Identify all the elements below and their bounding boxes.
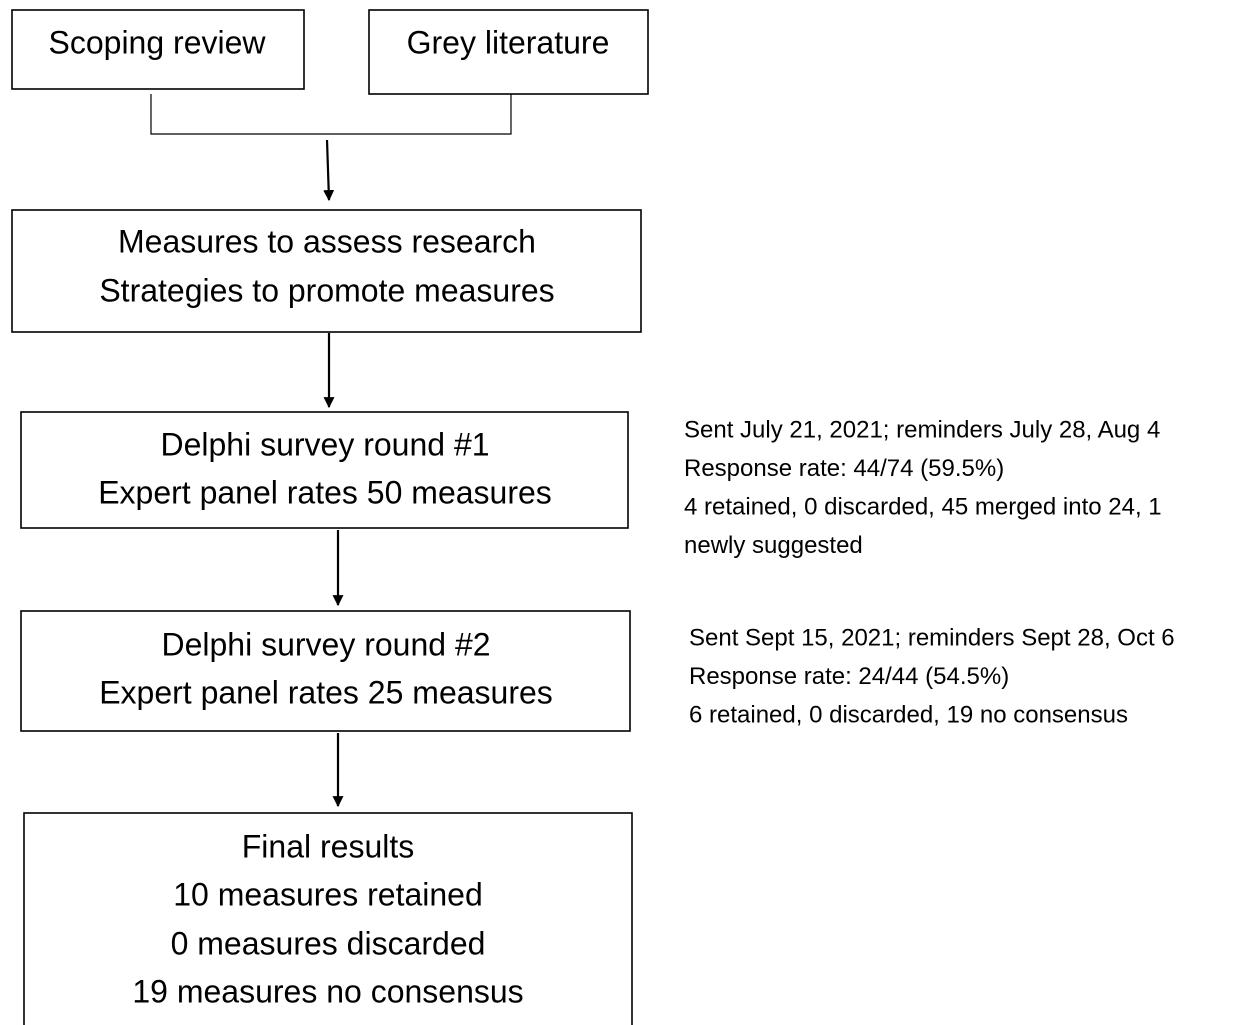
note-line: Sent Sept 15, 2021; reminders Sept 28, O… [689, 624, 1175, 651]
node-label: Delphi survey round #2 [161, 626, 490, 662]
connector [150, 94, 512, 135]
node-label: Scoping review [49, 24, 267, 60]
node-label: Expert panel rates 25 measures [99, 674, 553, 710]
box [20, 411, 629, 529]
node-label: Measures to assess research [118, 223, 536, 259]
node-label: 10 measures retained [173, 876, 483, 912]
note-line: newly suggested [684, 532, 863, 559]
node-label: Delphi survey round #1 [160, 426, 489, 462]
note-line: 6 retained, 0 discarded, 19 no consensus [689, 701, 1128, 728]
box [20, 610, 631, 732]
note-line: Response rate: 44/74 (59.5%) [684, 455, 1004, 482]
box [11, 209, 642, 333]
node-label: 19 measures no consensus [132, 973, 523, 1009]
node-label: Grey literature [407, 24, 610, 60]
note-line: Response rate: 24/44 (54.5%) [689, 663, 1009, 690]
node-label: Strategies to promote measures [99, 272, 554, 308]
texts: Scoping review Grey literature Measures to… [49, 24, 1175, 1009]
box [11, 9, 305, 90]
node-label: 0 measures discarded [171, 925, 486, 961]
node-label: Final results [242, 828, 415, 864]
box [23, 812, 633, 1025]
note-line: 4 retained, 0 discarded, 45 merged into … [684, 493, 1162, 520]
box [368, 9, 649, 95]
arrow [323, 139, 335, 202]
note-line: Sent July 21, 2021; reminders July 28, A… [684, 416, 1160, 443]
node-label: Expert panel rates 50 measures [98, 474, 552, 510]
